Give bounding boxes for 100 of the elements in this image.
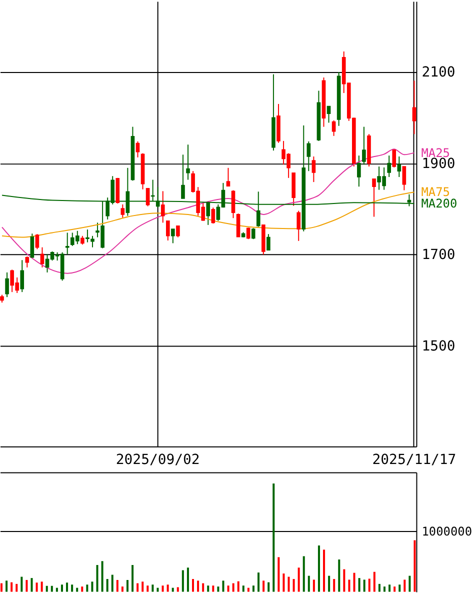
candlestick	[136, 140, 140, 158]
bar	[353, 572, 356, 592]
bar	[81, 586, 84, 592]
bar	[363, 580, 366, 592]
bar	[348, 580, 350, 592]
bar	[6, 580, 8, 592]
candlestick	[362, 126, 366, 166]
bar	[66, 582, 68, 592]
bar	[111, 574, 114, 592]
bar	[302, 556, 305, 592]
bar	[222, 580, 224, 592]
candlestick	[357, 155, 361, 188]
bar	[312, 580, 315, 592]
bar	[132, 565, 134, 592]
candlestick	[372, 178, 376, 218]
bar	[10, 582, 13, 592]
candlestick	[332, 120, 336, 136]
bar	[36, 582, 38, 592]
bar	[252, 586, 254, 592]
bar	[116, 580, 118, 592]
candlestick	[296, 210, 301, 242]
bar	[142, 582, 144, 592]
bar	[298, 568, 300, 592]
bar	[86, 584, 88, 592]
bar	[16, 584, 18, 592]
bar	[152, 584, 154, 592]
candlestick	[166, 220, 170, 241]
bar	[368, 578, 370, 592]
bar	[106, 579, 108, 592]
bar	[308, 576, 310, 592]
candlestick	[146, 187, 150, 207]
line-series	[2, 192, 415, 238]
bar	[272, 483, 275, 592]
bar	[227, 586, 230, 592]
y-tick-label: 1500	[422, 338, 456, 354]
bar	[20, 576, 23, 592]
bar	[288, 576, 290, 592]
bar	[262, 580, 265, 592]
y-tick-label: 2100	[422, 64, 456, 80]
bar	[71, 584, 74, 592]
candlestick	[120, 204, 125, 218]
candlestick	[392, 148, 396, 168]
candlestick	[5, 272, 9, 298]
bar	[101, 561, 104, 592]
candlestick	[312, 156, 316, 183]
candlestick	[181, 154, 185, 199]
candlestick	[326, 106, 331, 124]
bar	[192, 579, 194, 592]
bar	[343, 569, 346, 592]
bar	[96, 565, 98, 592]
candlestick	[266, 234, 270, 252]
bar	[162, 586, 164, 592]
bar	[394, 586, 396, 592]
bar	[414, 540, 416, 592]
bar	[121, 586, 124, 592]
bar	[60, 584, 63, 592]
bar	[242, 586, 244, 592]
bar	[388, 584, 391, 592]
bar	[217, 586, 220, 592]
candlestick	[186, 144, 190, 180]
candlestick	[171, 228, 175, 244]
bar	[338, 559, 340, 592]
bar	[146, 586, 149, 592]
bar	[46, 586, 48, 592]
x-tick-label: 2025/11/17	[372, 452, 456, 468]
bar	[282, 573, 285, 592]
candlestick	[397, 156, 402, 178]
bar	[182, 570, 184, 592]
candlestick	[251, 228, 256, 240]
bar	[408, 576, 411, 592]
candlestick	[387, 155, 391, 178]
bar	[91, 582, 94, 592]
bar	[136, 583, 139, 592]
bar	[404, 580, 406, 592]
bar	[186, 568, 189, 592]
bar	[26, 580, 28, 592]
candlestick	[246, 227, 250, 240]
bar	[373, 572, 376, 592]
bar	[50, 586, 53, 592]
bar	[232, 583, 234, 592]
candlestick	[20, 260, 24, 293]
candlestick	[40, 246, 44, 268]
candlestick	[211, 207, 216, 224]
candlestick	[402, 166, 406, 191]
bar	[328, 576, 330, 592]
candlestick	[65, 232, 70, 255]
candlestick	[176, 225, 180, 238]
y-tick-label: 1000000	[422, 524, 472, 539]
y-tick-label: 1700	[422, 247, 456, 264]
bar	[268, 582, 270, 592]
candlestick	[412, 80, 416, 135]
bar	[378, 584, 380, 592]
candlestick	[231, 190, 236, 219]
bar	[197, 580, 200, 592]
bar	[207, 586, 210, 592]
bar	[318, 545, 320, 592]
bar	[40, 582, 43, 592]
candlestick	[160, 190, 165, 224]
bar	[398, 584, 401, 592]
bar	[0, 583, 3, 592]
